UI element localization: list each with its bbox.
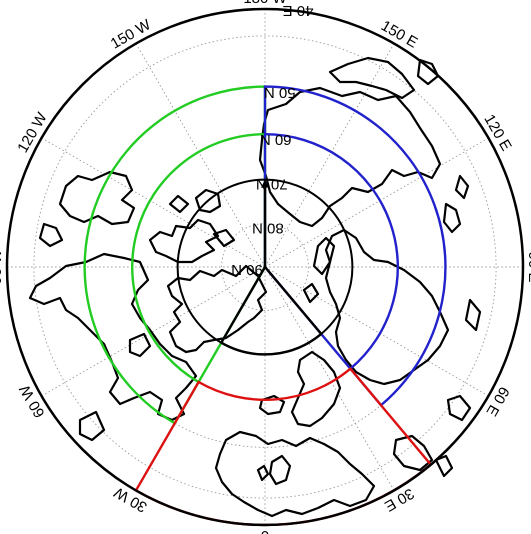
meridian-line — [41, 266, 265, 397]
meridian-line — [264, 267, 395, 491]
coastline-east-asia — [442, 174, 482, 422]
meridian-line — [265, 266, 489, 397]
region-black-circle — [176, 178, 354, 356]
coastline-middle-east — [392, 434, 454, 478]
coastline-scandinavia — [290, 350, 342, 428]
latitude-label-80: 80 N — [252, 219, 284, 236]
meridian-line — [264, 43, 395, 267]
longitude-label: 180 W — [243, 0, 287, 7]
coastline-russia-north — [324, 228, 450, 386]
coastline-alaska — [38, 170, 136, 248]
region-blue-inner-arc — [264, 133, 399, 370]
coastline-hudson — [78, 332, 152, 442]
map-frame — [5, 7, 525, 527]
longitude-label: 90 E — [525, 252, 531, 283]
coastline-canadian-arctic — [148, 188, 236, 264]
latitude-label-60: 60 N — [260, 131, 292, 148]
coastline-siberia — [258, 86, 442, 228]
coastline-north-america — [28, 252, 198, 422]
region-green — [83, 85, 267, 425]
overlay-text: 40 E — [283, 2, 314, 19]
coastline-uk — [256, 454, 292, 486]
coastline-europe — [214, 430, 376, 518]
latitude-label-70: 70 N — [256, 176, 288, 193]
region-blue — [263, 85, 447, 407]
pole-arrow-head — [261, 179, 269, 188]
meridian-line — [265, 137, 489, 268]
latitude-circle-40 — [33, 35, 497, 499]
meridian-line — [135, 43, 266, 267]
coastlines — [28, 56, 482, 518]
latitude-label-50: 50 N — [264, 84, 296, 101]
meridian-line — [41, 137, 265, 268]
coastline-chukotka — [328, 56, 440, 100]
latitude-label-90: 90 N — [231, 261, 263, 278]
coastline-iceland — [258, 394, 286, 416]
coastline-novaya-zemlya — [302, 236, 336, 304]
longitude-label: 0 — [261, 527, 269, 534]
coastline-greenland — [166, 264, 268, 354]
longitude-label: 90 W — [0, 249, 5, 285]
region-green-inner-arc — [131, 133, 266, 384]
